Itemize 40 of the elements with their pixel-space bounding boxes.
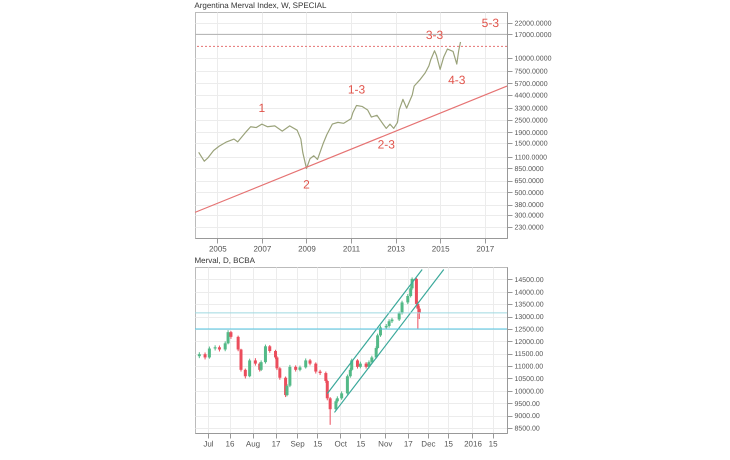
- x-tick-label: Aug: [246, 440, 260, 448]
- x-tick-label: 2005: [208, 244, 228, 254]
- candlestick: [304, 358, 308, 370]
- x-tick-label: 17: [404, 440, 414, 448]
- candlestick: [264, 344, 267, 364]
- x-tick-label: 2013: [387, 244, 406, 254]
- x-tick-label: 2007: [253, 244, 272, 254]
- x-tick-label: Jul: [203, 440, 214, 448]
- x-tick-label: 15: [488, 440, 498, 448]
- candlestick: [260, 360, 263, 372]
- x-tick-label: 15: [444, 440, 454, 448]
- annotation: 2: [303, 177, 310, 192]
- x-tick-label: Nov: [378, 440, 392, 448]
- x-tick-label: 15: [313, 440, 323, 448]
- x-tick-label: 17: [272, 440, 282, 448]
- candlestick: [314, 362, 318, 374]
- x-tick-label: Oct: [334, 440, 348, 448]
- x-tick-label: 2011: [342, 244, 361, 254]
- candlestick: [334, 399, 338, 412]
- x-tick-label: 2015: [432, 244, 450, 254]
- candlestick: [244, 368, 247, 379]
- x-tick-label: 2017: [476, 244, 495, 254]
- x-tick-label: 2009: [298, 244, 316, 254]
- candlestick: [248, 358, 252, 378]
- chart-title: Argentina Merval Index, W, SPECIAL: [194, 1, 328, 10]
- annotation: 1-3: [348, 82, 366, 96]
- annotation: 4-3: [448, 73, 466, 88]
- x-tick-label: Sep: [290, 440, 306, 448]
- candlestick: [208, 346, 211, 360]
- x-tick-label: 16: [226, 440, 236, 448]
- candlestick: [346, 374, 349, 396]
- x-tick-label: 2016: [464, 440, 482, 448]
- annotation: 5-3: [482, 16, 500, 30]
- annotation: 2-3: [378, 137, 396, 152]
- x-tick-label: 15: [356, 440, 366, 448]
- candlestick: [356, 358, 359, 370]
- x-tick-label: Dec: [421, 440, 436, 448]
- chart-title: Merval, D, BCBA: [194, 256, 256, 265]
- annotation: 1: [258, 101, 266, 116]
- annotation: 3-3: [426, 28, 444, 42]
